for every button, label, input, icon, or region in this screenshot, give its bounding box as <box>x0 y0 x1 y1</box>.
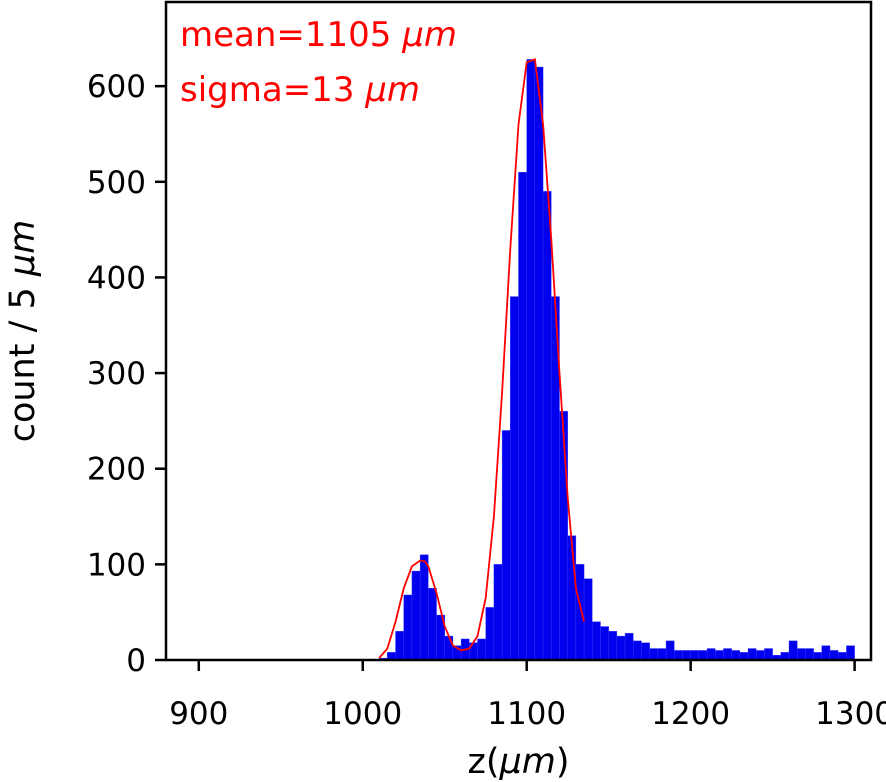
histogram-bar <box>411 570 421 661</box>
histogram-bar <box>797 648 806 661</box>
histogram-bar <box>747 648 757 661</box>
histogram-bar <box>633 640 642 661</box>
x-axis-label-unit: μm <box>499 742 556 782</box>
y-tick-label: 500 <box>87 165 146 201</box>
histogram-bar <box>542 191 552 661</box>
histogram-bar <box>395 631 404 661</box>
y-axis-label: count / 5 μm <box>3 220 43 443</box>
histogram-bar <box>829 650 839 661</box>
histogram-bar <box>649 648 659 661</box>
x-tick-label: 1200 <box>651 696 730 732</box>
y-tick-label: 300 <box>87 356 146 392</box>
mean-annotation: mean=1105 μm <box>180 15 457 55</box>
histogram-bar <box>665 640 675 661</box>
histogram-bar <box>501 430 511 661</box>
x-tick-label: 1000 <box>323 696 402 732</box>
x-axis-label-prefix: z( <box>467 742 499 782</box>
histogram-bar <box>419 554 429 661</box>
histogram-bar <box>428 588 437 661</box>
histogram-bar <box>805 648 814 661</box>
plot-frame <box>164 0 873 662</box>
histogram-bar <box>567 535 577 661</box>
gaussian-fit-line <box>378 58 585 659</box>
histogram-bar <box>698 650 708 661</box>
sigma-annotation-text: sigma=13 <box>180 70 365 110</box>
histogram-bar <box>641 642 650 661</box>
histogram-bar <box>575 564 585 661</box>
histogram-bar <box>756 650 765 661</box>
sigma-annotation-unit: μm <box>364 70 420 110</box>
bar-series <box>378 59 855 661</box>
histogram-bar <box>706 648 716 661</box>
histogram-bar <box>493 564 503 661</box>
x-tick-label: 900 <box>169 696 228 732</box>
histogram-bar <box>624 633 634 661</box>
mean-annotation-text: mean=1105 <box>180 15 402 55</box>
x-axis-label-suffix: ) <box>556 742 570 782</box>
histogram-bar <box>715 650 724 661</box>
histogram-bar <box>616 635 626 661</box>
histogram-bar <box>731 650 741 661</box>
y-axis: 0 100 200 300 400 500 600 <box>87 69 166 679</box>
histogram-bar <box>682 650 691 661</box>
histogram-bar <box>518 172 527 661</box>
histogram-bar <box>788 640 798 661</box>
histogram-bar <box>674 650 683 661</box>
histogram-bar <box>690 650 700 661</box>
histogram-bar <box>764 648 773 661</box>
histogram-bar <box>821 645 831 661</box>
x-tick-label: 1100 <box>487 696 566 732</box>
mean-annotation-unit: μm <box>401 15 457 55</box>
histogram-bar <box>592 621 601 661</box>
y-tick-label: 100 <box>87 547 146 583</box>
histogram-bar <box>608 631 618 661</box>
histogram-bar <box>477 638 486 661</box>
x-tick-label: 1300 <box>815 696 886 732</box>
y-tick-label: 600 <box>87 69 146 105</box>
histogram-bar <box>534 66 544 661</box>
y-tick-label: 200 <box>87 452 146 488</box>
y-tick-label: 0 <box>126 643 146 679</box>
histogram-bar <box>510 296 519 661</box>
histogram-bar <box>403 594 413 661</box>
histogram-bar <box>723 648 732 661</box>
histogram-bar <box>444 635 454 661</box>
histogram-bar <box>600 626 609 661</box>
histogram-bar <box>485 607 495 661</box>
x-axis-label: z(μm) <box>467 742 569 782</box>
y-axis-label-unit: μm <box>3 220 43 277</box>
x-axis: 900 1000 1100 1200 1300 <box>169 660 886 732</box>
y-tick-label: 400 <box>87 260 146 296</box>
y-axis-label-prefix: count / 5 <box>3 276 43 442</box>
histogram-bar <box>657 648 667 661</box>
histogram-bar <box>526 59 536 661</box>
sigma-annotation: sigma=13 μm <box>180 70 420 110</box>
histogram-bar <box>583 578 593 661</box>
histogram-bar <box>846 645 855 661</box>
